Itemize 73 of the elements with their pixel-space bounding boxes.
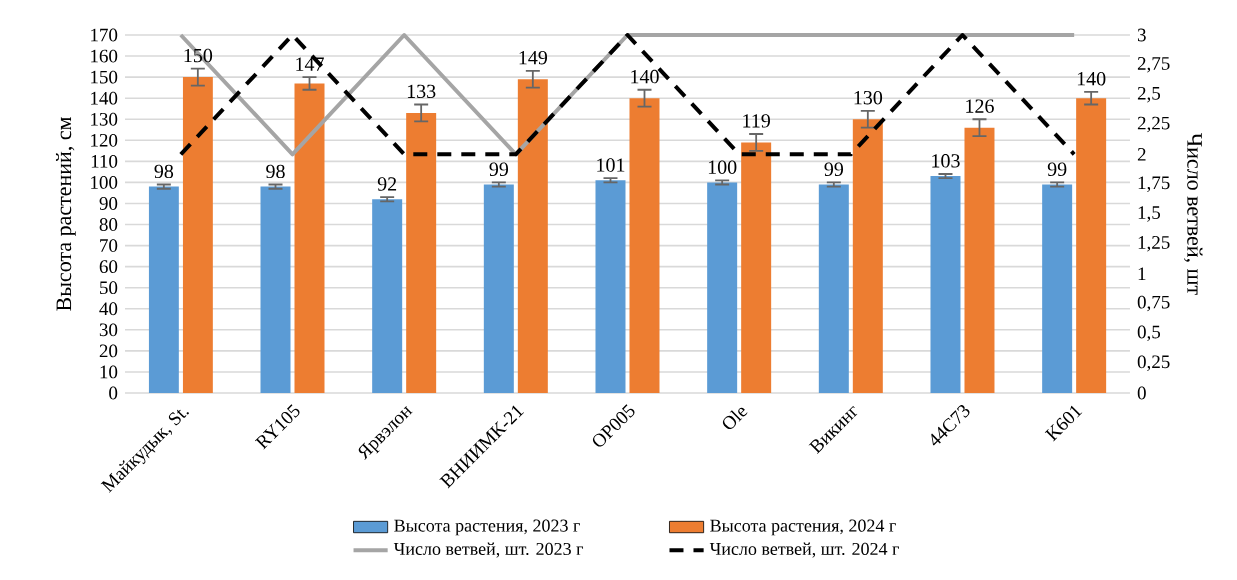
y-axis-title: Высота растений, см <box>55 117 76 311</box>
bar <box>406 112 437 393</box>
x-tick-label: Ole <box>722 407 748 430</box>
y-tick-label: 20 <box>99 344 118 358</box>
bar <box>852 119 883 393</box>
legend-label: Число ветвей, шт. 2024 г <box>709 542 899 558</box>
legend-label: Высота растения, 2024 г <box>710 519 896 536</box>
y2-axis-title: Число ветвей, шт <box>1184 133 1203 295</box>
y-tick-label: 40 <box>99 302 118 316</box>
y2-tick-label: 2,75 <box>1137 57 1170 73</box>
data-label: 126 <box>966 99 994 113</box>
bar <box>294 83 325 393</box>
data-label: 98 <box>266 164 285 179</box>
y2-tick-label: 2,5 <box>1137 86 1161 103</box>
data-label: 103 <box>932 154 960 168</box>
data-label: 98 <box>154 164 174 179</box>
bar <box>148 186 179 393</box>
y2-tick-label: 1,75 <box>1138 176 1170 192</box>
data-label: 150 <box>184 48 213 63</box>
data-label: 100 <box>708 160 737 174</box>
y-tick-label: 60 <box>99 260 118 274</box>
y2-tick-label: 1 <box>1138 267 1146 280</box>
y2-tick-label: 0,75 <box>1137 295 1170 312</box>
bar <box>707 182 738 393</box>
data-label: 140 <box>631 69 659 84</box>
y-tick-label: 30 <box>99 323 118 337</box>
y2-tick-label: 3 <box>1137 28 1146 42</box>
data-label: 133 <box>407 84 436 99</box>
bar <box>260 186 291 393</box>
data-label: 99 <box>1047 162 1067 177</box>
y2-tick-label: 0,5 <box>1137 325 1161 342</box>
legend-label: Число ветвей, шт. 2023 г <box>393 542 584 558</box>
bar <box>372 199 403 393</box>
y-tick-label: 100 <box>91 176 118 189</box>
bar <box>964 127 995 393</box>
bar <box>595 180 626 393</box>
y2-tick-label: 0 <box>1137 386 1146 400</box>
y-tick-label: 170 <box>91 28 118 42</box>
y-tick-label: 160 <box>91 49 118 63</box>
y-tick-label: 130 <box>91 112 118 126</box>
bar <box>818 184 849 393</box>
data-label: 101 <box>597 158 625 172</box>
data-label: 140 <box>1077 71 1106 86</box>
data-label: 92 <box>377 177 397 191</box>
data-label: 99 <box>489 162 509 177</box>
y-tick-label: 110 <box>91 154 118 168</box>
y2-tick-label: 1,25 <box>1138 236 1170 252</box>
y-tick-label: 10 <box>100 365 118 379</box>
bar <box>930 176 961 393</box>
data-label: 119 <box>743 114 770 128</box>
bar <box>182 77 213 393</box>
bar <box>483 184 514 393</box>
data-label: 130 <box>854 90 883 105</box>
y2-tick-label: 0,25 <box>1137 355 1170 371</box>
bar <box>1042 184 1073 393</box>
data-label: 149 <box>519 50 548 65</box>
bar <box>629 98 660 393</box>
y2-tick-label: 2,25 <box>1137 116 1170 133</box>
bar <box>741 142 772 393</box>
y-tick-label: 0 <box>109 386 118 400</box>
bar <box>1076 98 1107 393</box>
y-tick-label: 80 <box>99 218 118 231</box>
y-tick-label: 120 <box>91 133 118 147</box>
y-tick-label: 150 <box>91 70 118 84</box>
y2-tick-label: 1,5 <box>1138 206 1161 222</box>
bar <box>517 79 548 393</box>
y2-tick-label: 2 <box>1137 148 1146 161</box>
y-tick-label: 70 <box>100 239 118 252</box>
data-label: 99 <box>824 162 844 177</box>
y-tick-label: 50 <box>100 281 118 295</box>
y-tick-label: 140 <box>91 91 118 105</box>
legend-label: Высота растения, 2023 г <box>394 519 580 536</box>
y-tick-label: 90 <box>99 197 118 210</box>
